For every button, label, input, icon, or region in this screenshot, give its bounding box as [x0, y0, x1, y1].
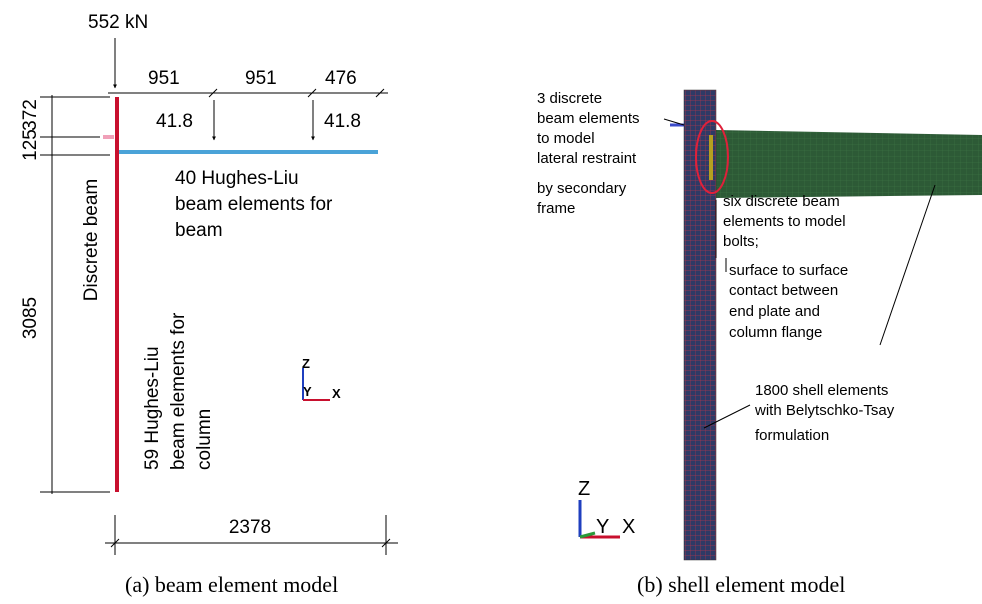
- column-label: column: [194, 409, 215, 470]
- note: bolts;: [723, 233, 759, 250]
- caption: (a) beam element model: [125, 572, 338, 597]
- note: six discrete beam: [723, 193, 840, 210]
- note: elements to model: [723, 213, 846, 230]
- point-load-label: 41.8: [324, 111, 361, 132]
- axis-label: X: [332, 386, 341, 401]
- caption: (b) shell element model: [637, 572, 845, 597]
- dim-label: 951: [245, 68, 277, 89]
- note: 3 discrete: [537, 90, 602, 107]
- dim-label: 476: [325, 68, 357, 89]
- note: by secondary: [537, 180, 627, 197]
- figure: 552 kN 951 951 476 41.8 41.8 372 125 308…: [0, 0, 982, 604]
- note: surface to surface: [729, 262, 848, 279]
- note: lateral restraint: [537, 150, 637, 167]
- discrete-beam-label: Discrete beam: [81, 179, 102, 302]
- beam-label: 40 Hughes-Liu: [175, 168, 299, 189]
- column-label: 59 Hughes-Liu: [142, 346, 163, 470]
- note: 1800 shell elements: [755, 382, 888, 399]
- axis-label: Z: [578, 478, 590, 500]
- leader: [880, 185, 935, 345]
- note: with Belytschko-Tsay: [754, 402, 895, 419]
- dim-label: 3085: [20, 297, 41, 339]
- dim-label: 2378: [229, 517, 271, 538]
- note: frame: [537, 200, 575, 217]
- panel-b: 3 discrete beam elements to model latera…: [537, 90, 982, 597]
- point-load-label: 41.8: [156, 111, 193, 132]
- note: contact between: [729, 282, 838, 299]
- dim-label: 125: [20, 129, 41, 161]
- beam-label: beam elements for: [175, 194, 333, 215]
- note: formulation: [755, 427, 829, 444]
- axis-label: Y: [596, 516, 609, 538]
- note: beam elements: [537, 110, 640, 127]
- axis-label: Z: [302, 356, 310, 371]
- column-label: beam elements for: [168, 312, 189, 470]
- shell-beam: [716, 130, 982, 198]
- end-plate: [709, 135, 713, 180]
- panel-a: 552 kN 951 951 476 41.8 41.8 372 125 308…: [20, 12, 398, 597]
- note: to model: [537, 130, 595, 147]
- dim-label: 951: [148, 68, 180, 89]
- load-label: 552 kN: [88, 12, 148, 33]
- dim-label: 372: [20, 99, 41, 131]
- note: column flange: [729, 324, 822, 341]
- axis-label: X: [622, 516, 635, 538]
- note: end plate and: [729, 303, 820, 320]
- beam-label: beam: [175, 220, 223, 241]
- axis-label: Y: [303, 384, 312, 399]
